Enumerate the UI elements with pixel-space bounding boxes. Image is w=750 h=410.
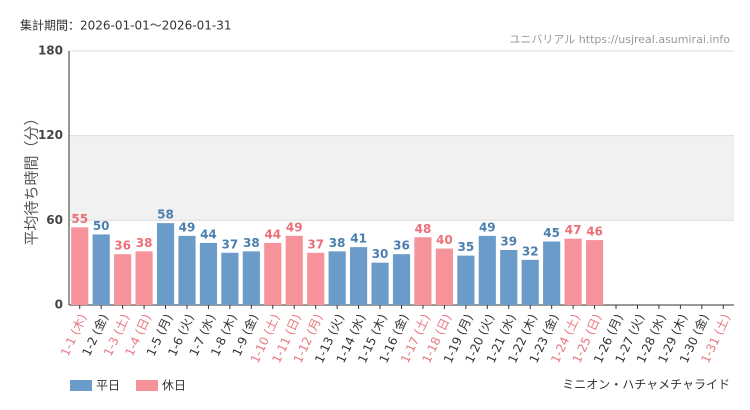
- value-label: 36: [393, 239, 410, 253]
- bar: [156, 223, 175, 305]
- value-label: 37: [307, 237, 324, 251]
- value-label: 37: [222, 237, 239, 251]
- bar: [307, 252, 325, 305]
- y-tick-label: 60: [46, 213, 63, 227]
- bar: [178, 235, 196, 305]
- bar: [457, 255, 475, 305]
- bar: [478, 235, 496, 305]
- y-tick-label: 0: [55, 298, 63, 312]
- value-label: 55: [71, 212, 88, 226]
- value-label: 49: [286, 220, 303, 234]
- bar: [328, 251, 346, 305]
- bar: [564, 238, 582, 305]
- value-label: 47: [565, 223, 582, 237]
- attraction-name: ミニオン・ハチャメチャライド: [562, 378, 730, 392]
- value-label: 32: [522, 244, 539, 258]
- value-label: 38: [329, 236, 346, 250]
- bar: [543, 241, 561, 305]
- bar: [221, 252, 239, 305]
- subtitle: 集計期間：2026-01-01～2026-01-31: [20, 18, 231, 33]
- bar: [71, 227, 89, 305]
- legend-swatch: [136, 380, 158, 391]
- bar: [500, 249, 518, 305]
- value-label: 38: [243, 236, 260, 250]
- value-label: 35: [458, 240, 475, 254]
- bar: [199, 242, 218, 305]
- bar: [350, 247, 368, 305]
- bar: [114, 254, 132, 305]
- bar: [285, 235, 303, 305]
- value-label: 44: [200, 227, 217, 241]
- value-label: 58: [157, 208, 174, 222]
- bar: [521, 259, 539, 305]
- bar: [414, 237, 432, 305]
- bar: [371, 262, 389, 305]
- value-label: 41: [350, 232, 367, 246]
- value-label: 38: [136, 236, 153, 250]
- shaded-band: [69, 135, 734, 221]
- source: ユニバリアル https://usjreal.asumirai.info: [509, 33, 730, 46]
- legend-label: 平日: [96, 379, 120, 393]
- value-label: 45: [543, 226, 560, 240]
- bar: [92, 234, 110, 305]
- value-label: 39: [500, 234, 517, 248]
- y-tick-label: 180: [38, 44, 63, 58]
- legend-swatch: [70, 380, 92, 391]
- value-label: 46: [586, 225, 603, 239]
- bar: [135, 251, 153, 305]
- value-label: 48: [415, 222, 432, 236]
- value-label: 40: [436, 233, 453, 247]
- value-label: 50: [93, 219, 110, 233]
- value-label: 30: [372, 247, 389, 261]
- bar: [585, 240, 604, 305]
- bar: [392, 254, 411, 305]
- y-tick-label: 120: [38, 128, 63, 142]
- value-label: 49: [179, 220, 196, 234]
- value-label: 49: [479, 220, 496, 234]
- y-axis-label: 平均待ち時間（分）: [23, 110, 41, 245]
- legend-label: 休日: [162, 379, 186, 393]
- value-label: 36: [114, 239, 131, 253]
- value-label: 44: [264, 227, 281, 241]
- bar: [242, 251, 260, 305]
- bar: [435, 248, 453, 305]
- bar: [264, 242, 282, 305]
